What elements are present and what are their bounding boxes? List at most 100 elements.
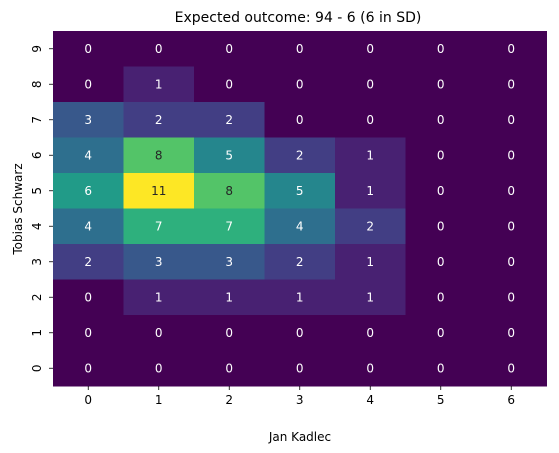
heatmap-cell-5-1	[123, 173, 195, 209]
cell-value-label: 0	[296, 113, 304, 127]
heatmap-cell-5-0	[53, 173, 124, 209]
heatmap-cell-2-1	[123, 279, 195, 316]
heatmap-cell-9-2	[194, 31, 265, 67]
heatmap-cell-7-0	[53, 102, 124, 138]
cell-value-label: 0	[507, 219, 515, 233]
cell-value-label: 0	[366, 326, 374, 340]
heatmap-cell-6-2	[194, 137, 265, 174]
heatmap-cell-9-3	[264, 31, 336, 67]
cell-value-label: 0	[155, 361, 163, 375]
heatmap-cell-3-2	[194, 244, 265, 280]
heatmap-cell-4-1	[123, 208, 195, 245]
heatmap-cell-2-2	[194, 279, 265, 316]
heatmap-cell-9-0	[53, 31, 124, 67]
cell-value-label: 2	[84, 255, 92, 269]
heatmap-cell-2-0	[53, 279, 124, 316]
cell-value-label: 0	[437, 113, 445, 127]
heatmap-cell-2-6	[476, 279, 547, 316]
heatmap-cell-2-5	[405, 279, 477, 316]
x-tick-label: 0	[84, 393, 92, 407]
heatmap-cell-2-4	[335, 279, 406, 316]
heatmap-cell-0-6	[476, 350, 547, 387]
cell-value-label: 11	[151, 184, 166, 198]
heatmap-cell-6-6	[476, 137, 547, 174]
heatmap-cell-1-1	[123, 315, 195, 351]
cell-value-label: 0	[225, 77, 233, 91]
heatmap-cell-5-3	[264, 173, 336, 209]
y-tick-label: 8	[30, 80, 44, 88]
cell-value-label: 0	[84, 361, 92, 375]
cell-value-label: 0	[84, 42, 92, 56]
cell-value-label: 0	[155, 326, 163, 340]
heatmap-cell-1-4	[335, 315, 406, 351]
cell-value-label: 2	[296, 148, 304, 162]
heatmap-cell-5-2	[194, 173, 265, 209]
cell-value-label: 1	[366, 184, 374, 198]
heatmap-cell-7-3	[264, 102, 336, 138]
heatmap-cell-3-1	[123, 244, 195, 280]
cell-value-label: 3	[155, 255, 163, 269]
heatmap-cell-9-1	[123, 31, 195, 67]
cell-value-label: 0	[507, 77, 515, 91]
y-tick-label: 2	[30, 293, 44, 301]
cell-value-label: 3	[84, 113, 92, 127]
cell-value-label: 0	[296, 42, 304, 56]
heatmap-cell-3-6	[476, 244, 547, 280]
cell-value-label: 0	[437, 361, 445, 375]
cell-value-label: 8	[155, 148, 163, 162]
cell-value-label: 0	[296, 77, 304, 91]
cell-value-label: 0	[84, 290, 92, 304]
cell-value-label: 0	[296, 326, 304, 340]
chart-title: Expected outcome: 94 - 6 (6 in SD)	[175, 10, 422, 26]
x-tick-label: 5	[437, 393, 445, 407]
heatmap-cell-8-3	[264, 66, 336, 103]
heatmap-cell-1-5	[405, 315, 477, 351]
cell-value-label: 4	[84, 219, 92, 233]
cell-value-label: 0	[507, 42, 515, 56]
heatmap-cell-3-4	[335, 244, 406, 280]
heatmap-cell-6-0	[53, 137, 124, 174]
heatmap-cell-0-0	[53, 350, 124, 387]
heatmap-cell-1-3	[264, 315, 336, 351]
heatmap-cell-0-1	[123, 350, 195, 387]
x-axis-ticks: 0 1 2 3 4 5 6	[84, 386, 515, 407]
cell-value-label: 0	[507, 361, 515, 375]
y-tick-label: 4	[30, 222, 44, 230]
cell-value-label: 0	[507, 255, 515, 269]
heatmap-cell-3-3	[264, 244, 336, 280]
heatmap-cell-8-6	[476, 66, 547, 103]
x-tick-label: 3	[296, 393, 304, 407]
cell-value-label: 0	[437, 255, 445, 269]
cell-value-label: 0	[437, 42, 445, 56]
heatmap-cell-4-5	[405, 208, 477, 245]
y-tick-label: 9	[30, 45, 44, 53]
heatmap-cell-8-2	[194, 66, 265, 103]
heatmap-cell-6-5	[405, 137, 477, 174]
cell-value-label: 0	[437, 219, 445, 233]
cell-value-label: 0	[366, 361, 374, 375]
cell-value-label: 4	[296, 219, 304, 233]
heatmap-cell-3-0	[53, 244, 124, 280]
heatmap-cell-5-5	[405, 173, 477, 209]
y-tick-label: 1	[30, 329, 44, 337]
y-tick-label: 6	[30, 151, 44, 159]
cell-value-label: 5	[296, 184, 304, 198]
cell-value-label: 0	[84, 326, 92, 340]
heatmap-cell-9-6	[476, 31, 547, 67]
heatmap-cell-4-0	[53, 208, 124, 245]
y-tick-label: 7	[30, 116, 44, 124]
cell-value-label: 1	[296, 290, 304, 304]
heatmap-cell-5-4	[335, 173, 406, 209]
heatmap-cell-4-4	[335, 208, 406, 245]
heatmap-cell-4-6	[476, 208, 547, 245]
cell-value-label: 5	[225, 148, 233, 162]
heatmap-cell-1-2	[194, 315, 265, 351]
x-tick-label: 2	[225, 393, 233, 407]
cell-value-label: 4	[84, 148, 92, 162]
y-tick-label: 3	[30, 258, 44, 266]
cell-value-label: 0	[155, 42, 163, 56]
cell-value-label: 1	[155, 290, 163, 304]
heatmap-cell-0-2	[194, 350, 265, 387]
cell-value-label: 1	[366, 290, 374, 304]
cell-value-label: 0	[225, 42, 233, 56]
